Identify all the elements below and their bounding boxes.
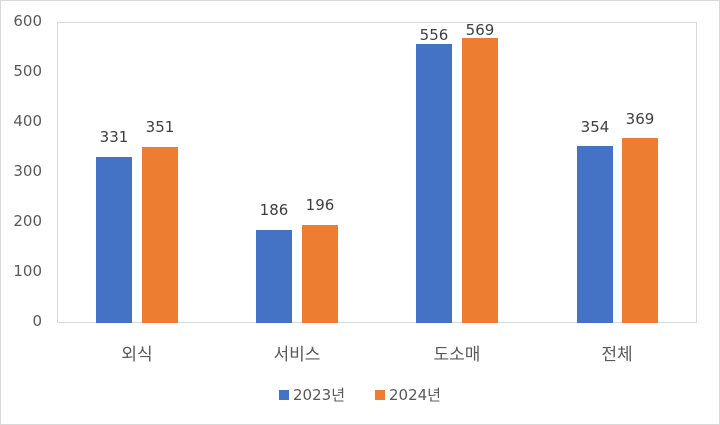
x-label: 서비스 (273, 345, 321, 365)
bar-2023-도소매 (416, 44, 452, 323)
y-tick: 100 (13, 262, 42, 280)
data-label: 196 (305, 196, 335, 214)
legend: 2023년 2024년 (0, 384, 720, 405)
bar-2023-서비스 (256, 230, 292, 323)
x-label: 전체 (601, 345, 633, 365)
data-label: 351 (145, 118, 175, 136)
x-label: 도소매 (433, 345, 481, 365)
y-tick: 300 (13, 162, 42, 180)
plot-area (57, 22, 697, 323)
legend-item-2023: 2023년 (279, 384, 345, 405)
bar-2024-도소매 (462, 38, 498, 323)
y-tick: 500 (13, 62, 42, 80)
bar-2023-외식 (96, 157, 132, 323)
legend-label: 2024년 (389, 386, 441, 404)
legend-label: 2023년 (293, 386, 345, 404)
y-tick: 600 (13, 12, 42, 30)
legend-item-2024: 2024년 (375, 384, 441, 405)
data-label: 569 (465, 21, 495, 39)
bar-2023-전체 (577, 146, 613, 323)
bar-2024-외식 (142, 147, 178, 323)
data-label: 331 (99, 128, 129, 146)
data-label: 354 (580, 118, 610, 136)
bar-2024-전체 (622, 138, 658, 323)
x-label: 외식 (121, 345, 153, 365)
legend-swatch-icon (375, 389, 385, 400)
data-label: 556 (419, 26, 449, 44)
y-tick: 200 (13, 212, 42, 230)
data-label: 186 (259, 201, 289, 219)
legend-swatch-icon (279, 389, 290, 400)
y-tick: 0 (32, 312, 42, 330)
bar-2024-서비스 (302, 225, 338, 323)
data-label: 369 (625, 110, 655, 128)
y-tick: 400 (13, 112, 42, 130)
